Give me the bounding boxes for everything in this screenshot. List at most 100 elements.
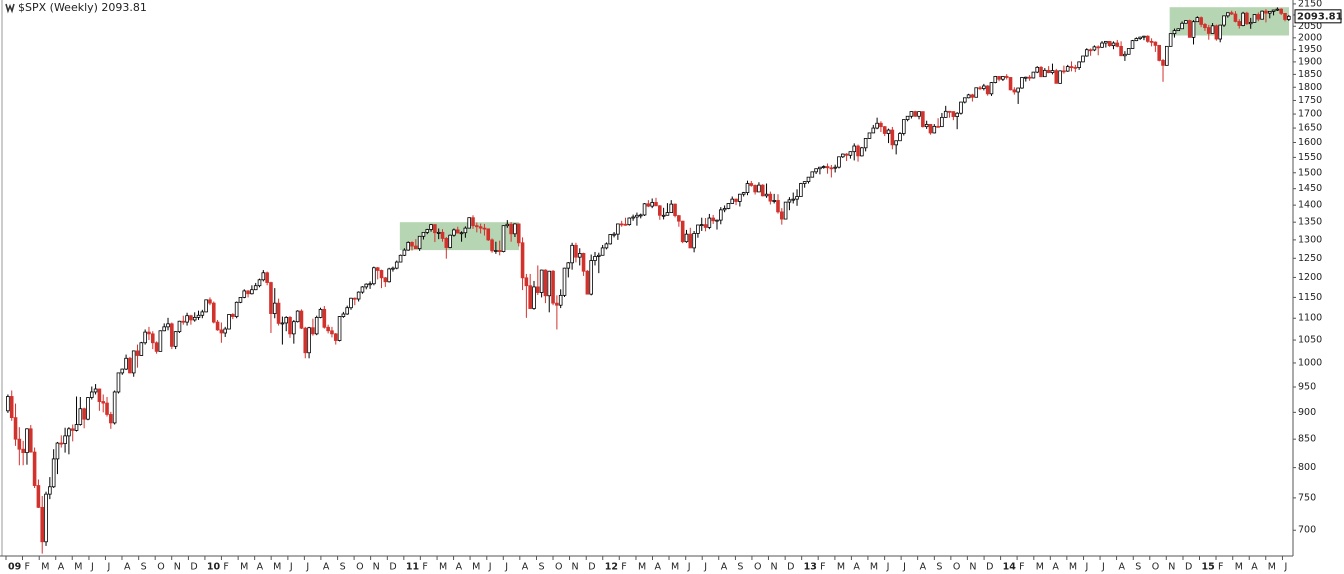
candle-body (734, 198, 738, 202)
candle-body (82, 408, 86, 420)
x-tick-label: A (920, 562, 927, 573)
candle-body (825, 166, 830, 169)
candle-body (67, 428, 71, 437)
x-tick-label: 11 (406, 562, 419, 573)
candle-body (597, 254, 601, 257)
candle-body (844, 153, 849, 156)
candle-body (1256, 14, 1261, 20)
x-tick-label: J (703, 562, 707, 573)
x-tick-label: A (522, 562, 529, 573)
candle-body (623, 223, 628, 226)
candle-body (200, 311, 205, 316)
x-tick-label: J (1283, 562, 1287, 573)
candle-body (684, 233, 689, 243)
candle-body (250, 289, 254, 295)
candle-body (1027, 76, 1032, 79)
candle-body (616, 223, 620, 235)
candle-body (932, 125, 937, 134)
candle-body (253, 285, 258, 291)
candle-body (284, 316, 289, 324)
candle-body (1287, 15, 1291, 20)
candle-body (444, 238, 449, 248)
candle-body (1229, 12, 1234, 15)
candle-body (394, 261, 399, 269)
x-tick-label: N (1168, 562, 1175, 573)
candle-body (246, 290, 250, 295)
x-tick-label: F (1218, 562, 1223, 573)
candle-body (1184, 20, 1188, 24)
y-tick-label: 750 (1298, 492, 1316, 503)
candle-body (1020, 77, 1024, 89)
candle-body (1142, 35, 1146, 38)
candle-body (265, 272, 269, 283)
candle-body (231, 314, 235, 317)
y-tick-label: 1300 (1298, 234, 1322, 245)
x-tick-label: A (654, 562, 661, 573)
candle-body (238, 296, 243, 303)
x-tick-label: M (273, 562, 281, 573)
candle-body (368, 283, 372, 286)
candle-body (795, 196, 799, 200)
y-tick-label: 1950 (1298, 44, 1322, 55)
candle-body (1077, 61, 1081, 69)
candle-body (257, 279, 262, 287)
candle-body (959, 101, 963, 114)
candle-body (688, 233, 693, 249)
x-tick-label: J (305, 562, 309, 573)
x-tick-label: M (439, 562, 447, 573)
candle-body (1168, 33, 1173, 47)
candle-body (982, 85, 986, 89)
candle-body (879, 122, 883, 128)
x-tick-label: M (240, 562, 248, 573)
x-tick-label: N (174, 562, 181, 573)
candle-body (696, 224, 700, 234)
candle-body (802, 181, 807, 184)
candle-body (154, 342, 159, 352)
candle-body (135, 350, 140, 356)
x-tick-label: S (340, 562, 346, 573)
candle-body (936, 125, 940, 128)
candle-body (1100, 42, 1104, 48)
candle-body (219, 329, 224, 334)
candle-body (585, 270, 590, 295)
x-tick-label: F (223, 562, 228, 573)
candle-body (1088, 49, 1093, 52)
candle-body (280, 322, 285, 325)
candle-body (1241, 12, 1245, 26)
candle-body (17, 438, 22, 450)
y-tick-label: 2150 (1298, 0, 1322, 9)
candle-body (223, 328, 228, 334)
candle-body (532, 286, 536, 309)
candle-body (356, 291, 361, 300)
candle-body (494, 250, 498, 252)
candle-body (124, 357, 128, 370)
x-tick-label: N (373, 562, 380, 573)
candle-body (1283, 12, 1287, 20)
x-tick-label: F (820, 562, 825, 573)
y-tick-label: 1050 (1298, 335, 1322, 346)
candle-body (86, 397, 90, 420)
candle-body (398, 254, 403, 263)
x-tick-label: 15 (1202, 562, 1215, 573)
candle-body (764, 193, 769, 197)
candle-body (551, 270, 555, 304)
x-tick-label: J (488, 562, 492, 573)
candle-body (436, 231, 441, 234)
candle-body (577, 253, 582, 258)
candle-body (966, 94, 971, 99)
candle-body (1004, 76, 1009, 78)
candle-body (1081, 55, 1085, 63)
x-tick-label: J (1101, 562, 1105, 573)
candle-body (905, 115, 910, 121)
candle-body (101, 401, 106, 404)
candle-body (882, 126, 887, 134)
candle-body (1157, 44, 1162, 61)
x-tick-label: S (936, 562, 942, 573)
highlight-box (399, 222, 520, 251)
candle-body (272, 302, 277, 314)
candle-body (589, 260, 593, 295)
candle-body (837, 156, 841, 168)
candle-body (1035, 66, 1040, 73)
x-tick-label: J (289, 562, 293, 573)
